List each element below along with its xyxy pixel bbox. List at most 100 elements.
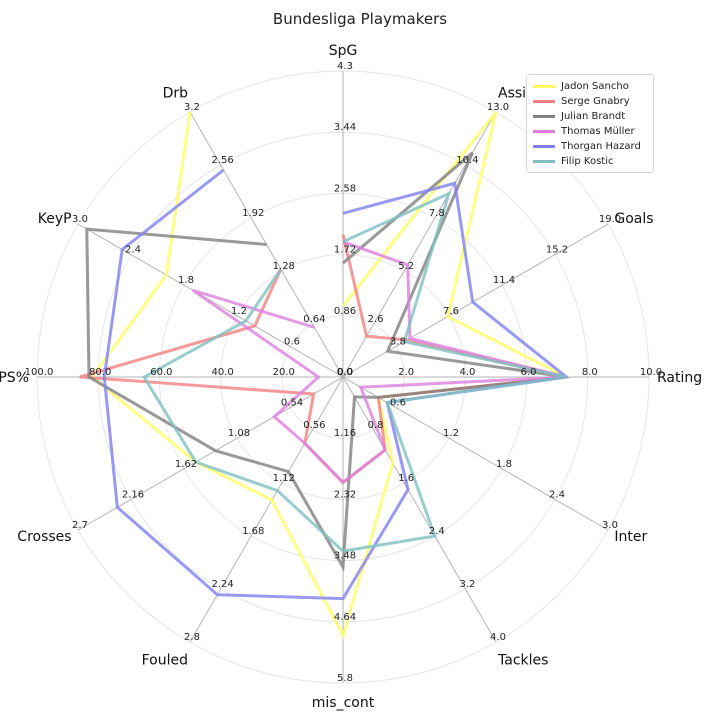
axis-line-keyp [77,223,344,378]
tick-label: 2.8 [184,632,200,643]
axis-label: mis_cont [312,695,375,711]
legend-label: Serge Gnabry [561,96,630,107]
tick-label: 0.0 [337,367,353,378]
tick-label: 1.2 [231,306,247,317]
legend-label: Julian Brandt [561,111,626,122]
tick-label: 7.8 [429,208,445,219]
tick-label: 1.92 [242,208,264,219]
tick-label: 1.6 [398,473,414,484]
legend-label: Thorgan Hazard [561,141,641,152]
tick-label: 0.0 [337,367,353,378]
tick-label: 5.8 [337,673,353,684]
tick-label: 2.32 [334,489,356,500]
legend-item: Thorgan Hazard [533,139,647,154]
tick-label: 10.0 [640,367,662,378]
tick-label: 0.0 [337,367,353,378]
tick-label: 1.12 [273,473,295,484]
axis-line-fouled [189,376,344,643]
axis-label: PS% [0,370,29,386]
series-line-filip-kostic [142,190,567,553]
tick-label: 2.56 [211,155,233,166]
tick-label: 1.2 [443,428,459,439]
tick-label: 3.2 [184,102,200,113]
axis-label: SpG [329,43,358,59]
tick-label: 0.56 [303,420,325,431]
tick-label: 2.7 [72,520,88,531]
legend-item: Julian Brandt [533,109,647,124]
tick-label: 0.64 [303,314,325,325]
axis-label: Inter [614,529,647,545]
axis-line-tackles [342,376,497,643]
tick-label: 10.4 [456,155,478,166]
axis-line-crosses [77,376,344,531]
tick-label: 0.0 [337,367,353,378]
tick-label: 60.0 [150,367,172,378]
radar-tick-labels: 0.00.861.722.583.444.30.02.65.27.810.413… [25,61,662,684]
tick-label: 100.0 [25,367,54,378]
legend-swatch [533,115,555,118]
tick-label: 2.4 [429,526,445,537]
radar-axis-labels: SpGAssistsGoalsRatingInterTacklesmis_con… [0,43,702,711]
tick-label: 4.0 [459,367,475,378]
tick-label: 3.0 [602,520,618,531]
tick-label: 80.0 [89,367,111,378]
series-line-julian-brandt [85,151,567,572]
tick-label: 2.24 [211,579,233,590]
legend-swatch [533,100,555,103]
axis-label: Goals [614,211,653,227]
tick-label: 1.8 [178,275,194,286]
series-line-jadon-sancho [90,111,572,640]
tick-label: 1.8 [496,459,512,470]
tick-label: 0.0 [337,367,353,378]
tick-label: 13.0 [487,102,509,113]
tick-label: 0.0 [337,367,353,378]
legend-label: Filip Kostic [561,156,614,167]
tick-label: 0.0 [337,367,353,378]
axis-label: Rating [657,370,702,386]
tick-label: 4.0 [490,632,506,643]
tick-label: 0.6 [390,398,406,409]
axis-label: Fouled [142,652,188,668]
tick-label: 0.0 [337,367,353,378]
legend-swatch [533,160,555,163]
series-line-thorgan-hazard [102,168,571,601]
tick-label: 2.6 [368,314,384,325]
tick-label: 2.4 [549,489,565,500]
legend-label: Jadon Sancho [561,81,629,92]
tick-label: 8.0 [582,367,598,378]
radar-series [79,111,572,640]
axis-label: Tackles [497,652,548,668]
tick-label: 19.0 [599,214,621,225]
axis-label: KeyP [38,211,72,227]
tick-label: 3.0 [72,214,88,225]
tick-label: 7.6 [443,306,459,317]
chart-title: Bundesliga Playmakers [272,10,448,28]
tick-label: 0.8 [368,420,384,431]
legend-swatch [533,145,555,148]
legend-swatch [533,85,555,88]
tick-label: 6.0 [521,367,537,378]
tick-label: 1.72 [334,245,356,256]
legend-item: Thomas Müller [533,124,647,139]
tick-label: 0.0 [337,367,353,378]
tick-label: 5.2 [398,261,414,272]
tick-label: 0.86 [334,306,356,317]
tick-label: 3.8 [390,336,406,347]
tick-label: 0.54 [281,398,303,409]
axis-label: Crosses [17,529,71,545]
tick-label: 40.0 [211,367,233,378]
tick-label: 3.2 [459,579,475,590]
tick-label: 2.58 [334,183,356,194]
tick-label: 1.28 [273,261,295,272]
tick-label: 1.16 [334,428,356,439]
tick-label: 3.44 [334,122,356,133]
tick-label: 0.0 [337,367,353,378]
axis-label: Drb [163,86,189,102]
tick-label: 20.0 [273,367,295,378]
legend-swatch [533,130,555,133]
tick-label: 0.0 [337,367,353,378]
tick-label: 1.68 [242,526,264,537]
tick-label: 1.62 [175,459,197,470]
tick-label: 2.16 [122,489,144,500]
